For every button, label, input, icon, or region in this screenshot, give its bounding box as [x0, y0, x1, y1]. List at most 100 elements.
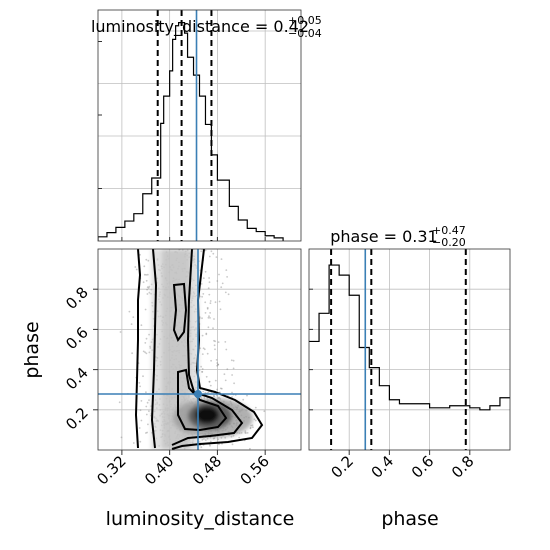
scatter-point: [145, 279, 148, 282]
scatter-point: [146, 273, 149, 276]
scatter-point: [200, 283, 203, 285]
scatter-point: [144, 308, 147, 311]
scatter-point: [145, 413, 148, 416]
scatter-point: [146, 293, 149, 295]
scatter-point: [128, 310, 131, 313]
scatter-point: [254, 406, 257, 409]
scatter-point: [213, 318, 215, 320]
ld-hist-steps: [98, 22, 284, 241]
scatter-point: [214, 340, 217, 343]
scatter-point: [216, 394, 218, 397]
scatter-point: [138, 427, 141, 429]
scatter-ytick-label: 0.2: [62, 404, 92, 434]
scatter-point: [224, 436, 227, 439]
scatter-point: [217, 363, 220, 366]
scatter-ytick-label: 0.4: [62, 364, 92, 394]
scatter-point: [220, 387, 223, 390]
scatter-point: [252, 426, 254, 429]
scatter-point: [199, 347, 202, 350]
density-peak-core: [195, 406, 219, 424]
scatter-point: [263, 410, 266, 413]
scatter-point: [145, 258, 148, 261]
scatter-point: [119, 331, 122, 333]
scatter-point: [214, 348, 216, 351]
contour-inner-upper: [172, 282, 188, 343]
scatter-point: [212, 327, 214, 330]
scatter-point: [120, 436, 123, 439]
scatter-point: [132, 442, 135, 444]
scatter-point: [148, 351, 151, 354]
scatter-point: [217, 438, 220, 441]
scatter-point: [135, 268, 138, 271]
scatter-point: [208, 315, 210, 318]
scatter-point: [146, 286, 149, 289]
scatter-point: [249, 427, 252, 430]
scatter-point: [213, 395, 216, 398]
x-axis-label-phase: phase: [381, 508, 438, 530]
scatter-ytick-label: 0.8: [62, 283, 92, 313]
scatter-point: [149, 345, 152, 348]
scatter-point: [244, 430, 247, 433]
scatter-point: [142, 350, 145, 353]
phase-hist-steps: [309, 264, 510, 411]
scatter-point: [145, 432, 147, 434]
scatter-point: [148, 399, 150, 401]
scatter-point: [206, 352, 209, 355]
scatter-point: [215, 256, 218, 258]
panel-2d-scatter-contour: 0.32 0.40 0.48 0.56 0.2 0.4 0.6 0.8 luminosity…: [21, 248, 302, 530]
ld-hist-title-sub: −0.04: [288, 27, 322, 40]
ld-hist-frame: [97, 9, 302, 242]
scatter-frame: [97, 248, 302, 451]
scatter-point: [232, 434, 235, 437]
density-shading: [151, 249, 253, 450]
scatter-point: [144, 342, 147, 344]
scatter-point: [200, 397, 203, 399]
scatter-point: [207, 326, 210, 329]
scatter-point: [201, 353, 204, 355]
scatter-point: [210, 359, 213, 362]
scatter-point: [205, 332, 208, 335]
scatter-point: [139, 253, 141, 256]
scatter-point: [242, 398, 245, 401]
scatter-point: [226, 368, 229, 371]
scatter-point: [201, 295, 204, 298]
scatter-point: [224, 341, 227, 343]
scatter-point: [199, 316, 201, 319]
scatter-point: [146, 431, 149, 434]
scatter-point: [204, 301, 207, 304]
phase-hist-xtick-label: 0.8: [448, 452, 478, 482]
scatter-point: [202, 277, 205, 280]
scatter-point: [223, 373, 226, 376]
phase-hist-title: phase = 0.31: [330, 227, 437, 246]
ld-hist-title: luminosity_distance = 0.42: [91, 17, 309, 37]
scatter-point: [198, 441, 201, 443]
scatter-point: [208, 380, 211, 383]
scatter-point: [148, 333, 151, 336]
scatter-point: [231, 374, 234, 376]
scatter-point: [145, 274, 148, 276]
scatter-point: [227, 293, 230, 296]
scatter-point: [220, 258, 223, 260]
scatter-point: [138, 382, 141, 384]
scatter-point: [208, 255, 211, 258]
scatter-point: [145, 352, 148, 355]
scatter-point: [216, 362, 219, 364]
scatter-point: [145, 337, 148, 340]
scatter-point: [251, 424, 254, 427]
contour-mid: [150, 249, 244, 449]
scatter-point: [139, 440, 142, 443]
panel-luminosity-distance-histogram: luminosity_distance = 0.42 +0.05 −0.04: [91, 9, 322, 242]
scatter-point: [149, 347, 152, 349]
scatter-xtick-label: 0.32: [93, 452, 129, 488]
scatter-point: [143, 273, 146, 276]
scatter-point: [232, 359, 235, 362]
scatter-point: [230, 359, 233, 362]
scatter-point: [146, 401, 149, 404]
scatter-xtick-label: 0.48: [189, 452, 225, 488]
scatter-point: [214, 379, 217, 382]
scatter-point: [224, 379, 227, 382]
scatter-point: [131, 352, 134, 355]
scatter-point: [243, 451, 245, 453]
scatter-point: [226, 276, 229, 278]
scatter-point: [217, 341, 220, 343]
